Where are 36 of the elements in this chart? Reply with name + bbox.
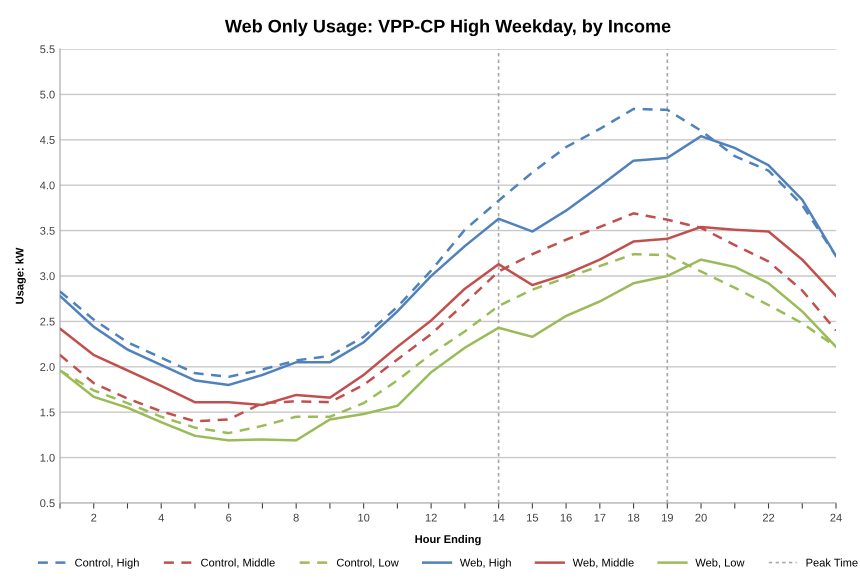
x-tick-label: 18: [628, 514, 640, 522]
legend-label: Web, High: [460, 558, 511, 569]
x-tick-label: 8: [294, 514, 299, 522]
x-tick-label: 12: [426, 514, 437, 522]
y-axis-title: Usage: kW: [15, 248, 26, 304]
x-tick-label: 14: [493, 514, 504, 522]
x-axis-title: Hour Ending: [415, 534, 481, 546]
legend-label: Peak Time: [806, 558, 858, 567]
x-tick-label: 4: [158, 514, 164, 522]
legend-label: Web, Middle: [572, 558, 634, 568]
x-tick-label: 16: [560, 514, 572, 522]
y-tick-label: 4.0: [40, 181, 55, 190]
legend-label: Control, Low: [336, 558, 399, 568]
legend-label: Web, Low: [695, 558, 745, 568]
y-tick-label: 2.0: [40, 363, 55, 371]
x-tick-label: 19: [662, 514, 673, 522]
y-tick-label: 2.5: [40, 318, 55, 326]
x-tick-label: 2: [91, 514, 96, 522]
x-tick-label: 15: [527, 514, 538, 522]
y-tick-label: 0.5: [40, 499, 55, 508]
x-tick-label: 6: [226, 514, 232, 522]
legend-label: Control, High: [75, 558, 139, 569]
chart-title: Web Only Usage: VPP-CP High Weekday, by Income: [224, 19, 670, 36]
y-tick-label: 5.0: [40, 90, 55, 99]
y-tick-label: 4.5: [40, 136, 55, 144]
y-tick-label: 1.5: [40, 408, 55, 416]
legend-label: Control, Middle: [201, 558, 275, 568]
x-tick-label: 20: [695, 514, 707, 522]
x-tick-label: 24: [830, 514, 842, 522]
x-tick-label: 17: [594, 514, 606, 522]
y-tick-label: 5.5: [40, 45, 55, 54]
y-tick-label: 1.0: [40, 454, 55, 462]
x-tick-label: 22: [762, 514, 774, 522]
y-tick-label: 3.5: [40, 226, 55, 235]
y-tick-label: 3.0: [40, 272, 55, 280]
x-tick-label: 10: [358, 514, 370, 522]
